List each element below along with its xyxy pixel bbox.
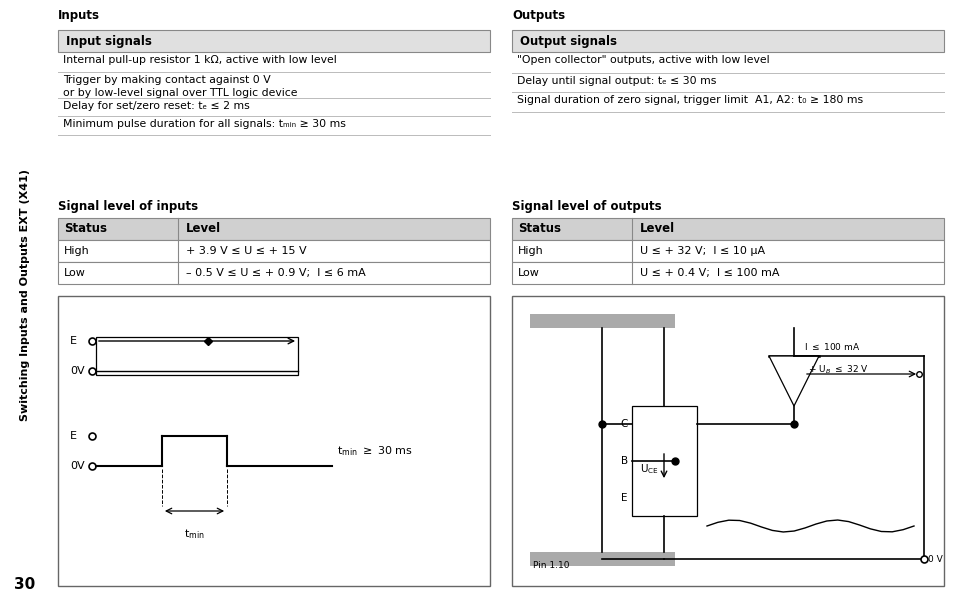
Text: Pin 1.10: Pin 1.10 — [533, 561, 569, 571]
Text: E: E — [70, 431, 77, 441]
Bar — [58, 296, 490, 586]
Text: Level: Level — [639, 223, 675, 236]
Bar — [512, 296, 943, 586]
Polygon shape — [768, 356, 818, 406]
Text: Outputs: Outputs — [512, 9, 564, 22]
Text: t$_{\mathregular{min}}$ $\geq$ 30 ms: t$_{\mathregular{min}}$ $\geq$ 30 ms — [336, 444, 413, 458]
Text: Minimum pulse duration for all signals: tₘᵢₙ ≥ 30 ms: Minimum pulse duration for all signals: … — [63, 119, 346, 129]
Bar — [58, 218, 490, 240]
Text: E: E — [70, 336, 77, 346]
Text: C: C — [620, 419, 627, 429]
Text: High: High — [517, 246, 543, 256]
Text: Signal level of outputs: Signal level of outputs — [512, 200, 661, 213]
Text: "Open collector" outputs, active with low level: "Open collector" outputs, active with lo… — [517, 55, 769, 65]
Bar — [512, 262, 943, 284]
Text: t$_{\mathregular{min}}$: t$_{\mathregular{min}}$ — [184, 527, 204, 541]
Text: Status: Status — [64, 223, 107, 236]
Text: Level: Level — [186, 223, 221, 236]
Text: 0 V: 0 V — [927, 555, 942, 563]
Bar — [512, 30, 943, 52]
Text: 0V: 0V — [70, 366, 85, 376]
Text: U ≤ + 0.4 V;  I ≤ 100 mA: U ≤ + 0.4 V; I ≤ 100 mA — [639, 268, 779, 278]
Bar — [631, 406, 697, 516]
Text: E: E — [620, 493, 627, 503]
Text: Input signals: Input signals — [66, 34, 152, 47]
Bar — [58, 262, 490, 284]
Bar — [58, 240, 490, 262]
Bar — [530, 314, 675, 328]
Text: High: High — [64, 246, 90, 256]
Text: I $\leq$ 100 mA: I $\leq$ 100 mA — [803, 341, 860, 352]
Text: Inputs: Inputs — [58, 9, 100, 22]
Text: + 3.9 V ≤ U ≤ + 15 V: + 3.9 V ≤ U ≤ + 15 V — [186, 246, 306, 256]
Text: B: B — [620, 456, 627, 466]
Text: U$_{\mathregular{CE}}$: U$_{\mathregular{CE}}$ — [639, 462, 659, 476]
Text: Output signals: Output signals — [519, 34, 617, 47]
Text: Status: Status — [517, 223, 560, 236]
Text: + U$_B$ $\leq$ 32 V: + U$_B$ $\leq$ 32 V — [807, 363, 868, 376]
Text: Low: Low — [517, 268, 539, 278]
Text: 0V: 0V — [70, 461, 85, 471]
Text: Signal level of inputs: Signal level of inputs — [58, 200, 198, 213]
Text: Signal duration of zero signal, trigger limit  A1, A2: t₀ ≥ 180 ms: Signal duration of zero signal, trigger … — [517, 95, 862, 105]
Text: 30: 30 — [14, 577, 35, 592]
Text: Trigger by making contact against 0 V  
or by low-level signal over TTL logic de: Trigger by making contact against 0 V or… — [63, 75, 297, 98]
Bar — [58, 30, 490, 52]
Text: Switching Inputs and Outputs EXT (X41): Switching Inputs and Outputs EXT (X41) — [20, 169, 30, 421]
Bar — [512, 240, 943, 262]
Text: Delay for set/zero reset: tₑ ≤ 2 ms: Delay for set/zero reset: tₑ ≤ 2 ms — [63, 101, 250, 111]
Text: – 0.5 V ≤ U ≤ + 0.9 V;  I ≤ 6 mA: – 0.5 V ≤ U ≤ + 0.9 V; I ≤ 6 mA — [186, 268, 365, 278]
Text: U ≤ + 32 V;  I ≤ 10 μA: U ≤ + 32 V; I ≤ 10 μA — [639, 246, 764, 256]
Bar — [96, 337, 297, 375]
Text: Delay until signal output: tₑ ≤ 30 ms: Delay until signal output: tₑ ≤ 30 ms — [517, 76, 716, 86]
Bar — [512, 218, 943, 240]
Bar — [530, 552, 675, 566]
Text: Internal pull-up resistor 1 kΩ, active with low level: Internal pull-up resistor 1 kΩ, active w… — [63, 55, 336, 65]
Text: Low: Low — [64, 268, 86, 278]
